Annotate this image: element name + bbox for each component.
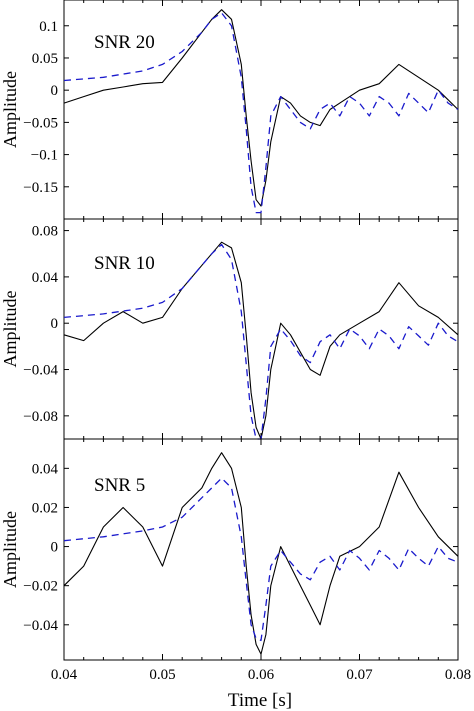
x-tick-label: 0.06 bbox=[248, 667, 275, 683]
x-axis-label: Time [s] bbox=[228, 690, 292, 711]
y-tick-label: −0.05 bbox=[23, 115, 58, 131]
y-axis-label: Amplitude bbox=[0, 511, 20, 588]
y-tick-label: 0.04 bbox=[32, 270, 59, 286]
y-tick-label: −0.04 bbox=[23, 363, 58, 379]
y-tick-label: −0.04 bbox=[23, 618, 58, 634]
y-tick-label: 0 bbox=[51, 83, 59, 99]
y-tick-label: 0.04 bbox=[32, 461, 59, 477]
panel-title: SNR 5 bbox=[94, 475, 145, 496]
panel-title: SNR 10 bbox=[94, 253, 155, 274]
y-tick-label: 0 bbox=[51, 540, 59, 556]
y-tick-label: 0.08 bbox=[32, 224, 58, 240]
y-tick-label: 0.02 bbox=[32, 500, 58, 516]
y-tick-label: 0.1 bbox=[39, 19, 58, 35]
x-tick-label: 0.07 bbox=[346, 667, 373, 683]
panel-snr-10: 0.08 0.04 0 −0.04 −0.08 SNR 10 Amplitude bbox=[0, 218, 459, 440]
y-tick-label: 0 bbox=[51, 316, 59, 332]
y-tick-label: −0.15 bbox=[23, 180, 58, 196]
measured-series-line bbox=[63, 452, 459, 655]
y-tick-label: −0.08 bbox=[23, 409, 58, 425]
y-tick-label: −0.1 bbox=[31, 148, 58, 164]
y-tick-label: 0.05 bbox=[32, 51, 58, 67]
panel-snr-5: 0.04 0.02 0 −0.02 −0.04 0.04 0.05 0.06 0.07 0.08 S… bbox=[0, 438, 471, 683]
x-tick-label: 0.05 bbox=[149, 667, 175, 683]
y-axis-label: Amplitude bbox=[0, 71, 20, 148]
x-tick-label: 0.04 bbox=[51, 667, 78, 683]
panel-snr-20: 0.1 0.05 0 −0.05 −0.1 −0.15 SNR 20 Amplitude bbox=[0, 0, 459, 220]
x-tick-label: 0.08 bbox=[445, 667, 471, 683]
y-tick-label: −0.02 bbox=[23, 579, 58, 595]
model-series-line bbox=[63, 477, 459, 642]
plot-frame bbox=[63, 218, 459, 440]
model-series-line bbox=[63, 12, 459, 214]
panel-title: SNR 20 bbox=[94, 32, 155, 53]
y-axis-label: Amplitude bbox=[0, 290, 20, 367]
measured-series-line bbox=[63, 9, 459, 207]
